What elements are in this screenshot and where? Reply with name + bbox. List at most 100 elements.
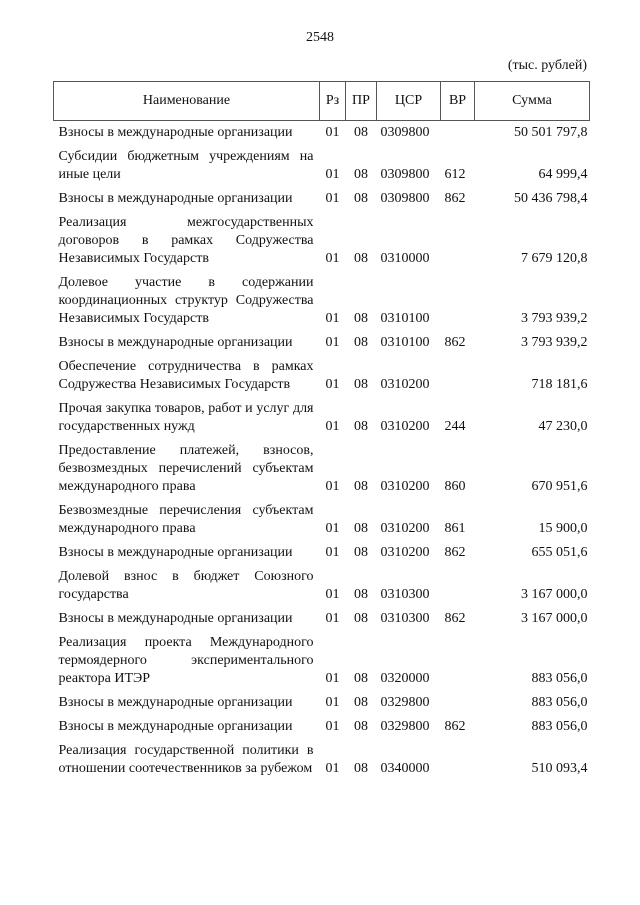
cell-name: Взносы в международные организации: [58, 191, 293, 206]
cell-csr: 0310000: [380, 251, 430, 266]
cell-name: Реализация проекта Международного термоя…: [58, 635, 314, 686]
cell-sum: 510 093,4: [531, 761, 588, 776]
cell-rz: 01: [325, 521, 340, 536]
cell-name: Безвозмездные перечисления субъектам меж…: [58, 503, 314, 536]
cell-pr: 08: [354, 479, 368, 494]
cell-pr: 08: [354, 671, 368, 686]
cell-name: Прочая закупка товаров, работ и услуг дл…: [58, 401, 314, 434]
cell-csr: 0310100: [380, 335, 430, 350]
cell-name: Взносы в международные организации: [58, 545, 293, 560]
cell-csr: 0310200: [380, 521, 430, 536]
table-row: Безвозмездные перечисления субъектам меж…: [54, 499, 590, 541]
cell-rz: 01: [325, 611, 340, 626]
cell-vr: 862: [444, 335, 466, 350]
table-row: Долевой взнос в бюджет Союзного государс…: [54, 565, 590, 607]
cell-name: Субсидии бюджетным учреждениям на иные ц…: [58, 149, 314, 182]
cell-name: Долевой взнос в бюджет Союзного государс…: [58, 569, 314, 602]
cell-csr: 0310200: [380, 545, 430, 560]
cell-rz: 01: [325, 695, 340, 710]
cell-sum: 64 999,4: [538, 167, 588, 182]
table-row: Реализация проекта Международного термоя…: [54, 631, 590, 691]
table-row: Взносы в международные организации 01 08 03…: [54, 121, 590, 146]
cell-name: Обеспечение сотрудничества в рамках Содр…: [58, 359, 314, 392]
cell-vr: 862: [444, 719, 466, 734]
cell-pr: 08: [354, 611, 368, 626]
cell-csr: 0320000: [380, 671, 430, 686]
cell-vr: [441, 631, 475, 691]
cell-pr: 08: [354, 419, 368, 434]
header-rz: Рз: [319, 81, 346, 121]
cell-vr: 861: [444, 521, 466, 536]
cell-csr: 0310200: [380, 419, 430, 434]
table-row: Прочая закупка товаров, работ и услуг дл…: [54, 397, 590, 439]
cell-name: Взносы в международные организации: [58, 695, 293, 710]
cell-sum: 670 951,6: [531, 479, 588, 494]
cell-vr: [441, 691, 475, 715]
table-row: Взносы в международные организации 01 08 03…: [54, 691, 590, 715]
cell-rz: 01: [325, 587, 340, 602]
cell-name: Реализация межгосударственных договоров …: [58, 215, 314, 266]
cell-pr: 08: [354, 719, 368, 734]
cell-vr: [441, 565, 475, 607]
cell-rz: 01: [325, 719, 340, 734]
cell-sum: 15 900,0: [538, 521, 588, 536]
table-row: Взносы в международные организации 01 08 03…: [54, 331, 590, 355]
cell-sum: 50 436 798,4: [514, 191, 588, 206]
cell-sum: 883 056,0: [531, 719, 588, 734]
table-row: Взносы в международные организации 01 08 03…: [54, 607, 590, 631]
table-row: Долевое участие в содержании координацио…: [54, 271, 590, 331]
cell-rz: 01: [325, 167, 340, 182]
table-row: Взносы в международные организации 01 08 03…: [54, 187, 590, 211]
cell-pr: 08: [354, 311, 368, 326]
cell-vr: 860: [444, 479, 466, 494]
header-name: Наименование: [53, 81, 320, 121]
cell-sum: 3 793 939,2: [521, 311, 588, 326]
cell-vr: [441, 211, 475, 271]
header-vr: ВР: [440, 81, 475, 121]
cell-sum: 883 056,0: [531, 671, 588, 686]
cell-name: Взносы в международные организации: [58, 719, 293, 734]
cell-vr: [441, 739, 475, 781]
cell-rz: 01: [325, 125, 340, 140]
table-header: Наименование Рз ПР ЦСР ВР Сумма: [53, 81, 590, 121]
cell-csr: 0329800: [380, 719, 430, 734]
cell-rz: 01: [325, 761, 340, 776]
cell-pr: 08: [354, 125, 368, 140]
cell-vr: [441, 121, 475, 146]
table-row: Обеспечение сотрудничества в рамках Содр…: [54, 355, 590, 397]
cell-sum: 50 501 797,8: [514, 125, 588, 140]
cell-name: Предоставление платежей, взносов, безвоз…: [58, 443, 314, 494]
cell-vr: 862: [444, 191, 466, 206]
table-row: Реализация межгосударственных договоров …: [54, 211, 590, 271]
cell-vr: [441, 271, 475, 331]
cell-csr: 0310300: [380, 587, 430, 602]
cell-pr: 08: [354, 191, 368, 206]
cell-rz: 01: [325, 335, 340, 350]
cell-vr: 244: [444, 419, 466, 434]
cell-rz: 01: [325, 545, 340, 560]
cell-sum: 47 230,0: [538, 419, 588, 434]
cell-pr: 08: [354, 377, 368, 392]
table-row: Реализация государственной политики в от…: [54, 739, 590, 781]
table-row: Субсидии бюджетным учреждениям на иные ц…: [54, 145, 590, 187]
cell-rz: 01: [325, 377, 340, 392]
cell-sum: 655 051,6: [531, 545, 588, 560]
cell-pr: 08: [354, 545, 368, 560]
header-csr: ЦСР: [376, 81, 441, 121]
cell-csr: 0310300: [380, 611, 430, 626]
cell-sum: 883 056,0: [531, 695, 588, 710]
page-number: 2548: [306, 30, 334, 45]
cell-sum: 7 679 120,8: [521, 251, 588, 266]
table-row: Взносы в международные организации 01 08 03…: [54, 715, 590, 739]
cell-pr: 08: [354, 335, 368, 350]
cell-name: Реализация государственной политики в от…: [58, 743, 314, 776]
units-label: (тыс. рублей): [507, 58, 587, 73]
cell-vr: 612: [444, 167, 466, 182]
cell-csr: 0309800: [380, 125, 430, 140]
cell-sum: 718 181,6: [531, 377, 588, 392]
cell-pr: 08: [354, 167, 368, 182]
cell-rz: 01: [325, 479, 340, 494]
cell-vr: 862: [444, 545, 466, 560]
cell-name: Взносы в международные организации: [58, 611, 293, 626]
cell-name: Долевое участие в содержании координацио…: [58, 275, 314, 326]
